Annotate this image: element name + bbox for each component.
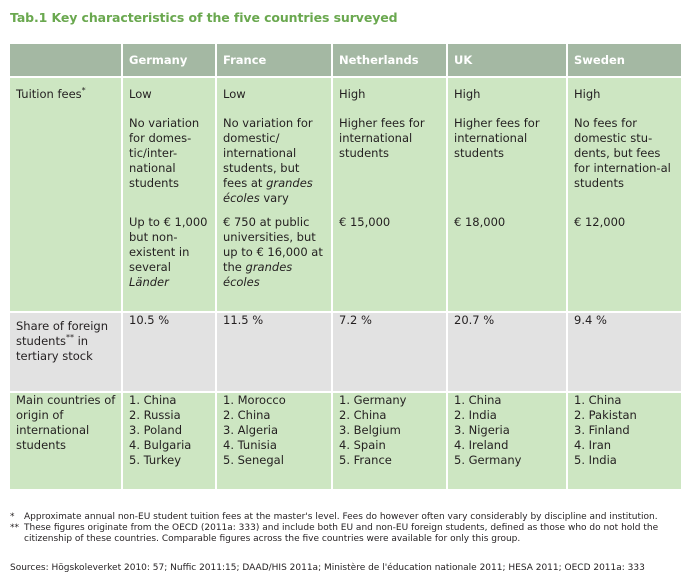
origins-row: Main countries of origin of internationa… bbox=[10, 393, 681, 489]
origins-germany: 1. China 2. Russia 3. Poland 4. Bulgaria… bbox=[123, 393, 217, 489]
list-item: 5. France bbox=[339, 453, 392, 467]
list-item: 1. China bbox=[574, 393, 622, 407]
share-germany: 10.5 % bbox=[123, 313, 217, 391]
header-sweden: Sweden bbox=[568, 44, 681, 76]
share-uk: 20.7 % bbox=[448, 313, 568, 391]
footnotes: * Approximate annual non-EU student tuit… bbox=[10, 512, 682, 545]
tuition-netherlands: High Higher fees for international stude… bbox=[333, 78, 448, 311]
origins-france: 1. Morocco 2. China 3. Algeria 4. Tunisi… bbox=[217, 393, 333, 489]
list-item: 5. Turkey bbox=[129, 453, 182, 467]
list-item: 5. Senegal bbox=[223, 453, 284, 467]
tuition-germany: Low No variation for domes-tic/inter-nat… bbox=[123, 78, 217, 311]
tuition-france: Low No variation for domestic/ internati… bbox=[217, 78, 333, 311]
list-item: 3. Poland bbox=[129, 423, 183, 437]
list-item: 4. Iran bbox=[574, 438, 612, 452]
origins-sweden: 1. China 2. Pakistan 3. Finland 4. Iran … bbox=[568, 393, 681, 489]
header-blank bbox=[10, 44, 123, 76]
list-item: 1. China bbox=[129, 393, 177, 407]
list-item: 2. Pakistan bbox=[574, 408, 637, 422]
list-item: 4. Bulgaria bbox=[129, 438, 192, 452]
header-france: France bbox=[217, 44, 333, 76]
list-item: 4. Ireland bbox=[454, 438, 509, 452]
list-item: 3. Algeria bbox=[223, 423, 279, 437]
origins-label: Main countries of origin of internationa… bbox=[10, 393, 123, 489]
tuition-sweden: High No fees for domestic stu-dents, but… bbox=[568, 78, 681, 311]
list-item: 4. Spain bbox=[339, 438, 386, 452]
header-netherlands: Netherlands bbox=[333, 44, 448, 76]
sources-line: Sources: Högskoleverket 2010: 57; Nuffic… bbox=[10, 563, 645, 573]
share-row: Share of foreign students** in tertiary … bbox=[10, 313, 681, 391]
list-item: 2. India bbox=[454, 408, 497, 422]
characteristics-table: Germany France Netherlands UK Sweden Tui… bbox=[10, 44, 681, 489]
origins-uk: 1. China 2. India 3. Nigeria 4. Ireland … bbox=[448, 393, 568, 489]
list-item: 5. India bbox=[574, 453, 617, 467]
table-title: Tab.1 Key characteristics of the five co… bbox=[10, 10, 398, 25]
tuition-uk: High Higher fees for international stude… bbox=[448, 78, 568, 311]
list-item: 4. Tunisia bbox=[223, 438, 277, 452]
footnote-2: ** These figures originate from the OECD… bbox=[10, 523, 659, 544]
share-sweden: 9.4 % bbox=[568, 313, 681, 391]
share-label: Share of foreign students** in tertiary … bbox=[10, 313, 123, 391]
origins-netherlands: 1. Germany 2. China 3. Belgium 4. Spain … bbox=[333, 393, 448, 489]
list-item: 1. Morocco bbox=[223, 393, 286, 407]
header-germany: Germany bbox=[123, 44, 217, 76]
share-netherlands: 7.2 % bbox=[333, 313, 448, 391]
header-row: Germany France Netherlands UK Sweden bbox=[10, 44, 681, 76]
list-item: 1. Germany bbox=[339, 393, 407, 407]
header-uk: UK bbox=[448, 44, 568, 76]
list-item: 2. Russia bbox=[129, 408, 181, 422]
list-item: 5. Germany bbox=[454, 453, 522, 467]
list-item: 2. China bbox=[339, 408, 387, 422]
share-france: 11.5 % bbox=[217, 313, 333, 391]
list-item: 1. China bbox=[454, 393, 502, 407]
tuition-label: Tuition fees* bbox=[10, 78, 123, 311]
list-item: 2. China bbox=[223, 408, 271, 422]
tuition-row: Tuition fees* Low No variation for domes… bbox=[10, 78, 681, 311]
list-item: 3. Nigeria bbox=[454, 423, 510, 437]
list-item: 3. Finland bbox=[574, 423, 630, 437]
list-item: 3. Belgium bbox=[339, 423, 401, 437]
footnote-1: * Approximate annual non-EU student tuit… bbox=[10, 512, 658, 522]
